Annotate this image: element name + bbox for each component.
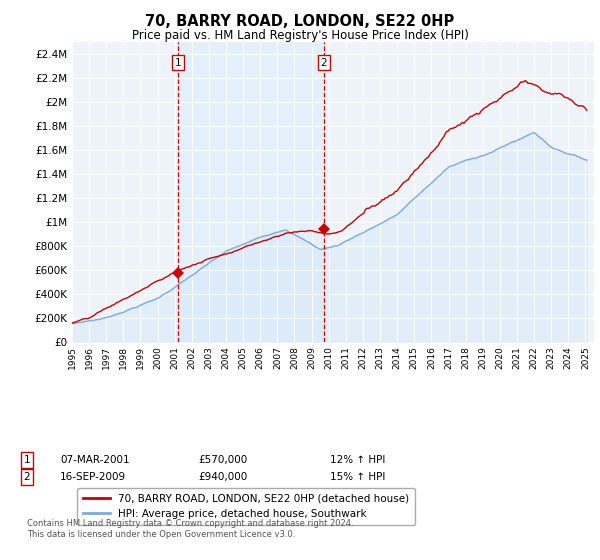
Text: 2: 2 [320, 58, 327, 68]
Text: Contains HM Land Registry data © Crown copyright and database right 2024.
This d: Contains HM Land Registry data © Crown c… [27, 520, 353, 539]
Text: Price paid vs. HM Land Registry's House Price Index (HPI): Price paid vs. HM Land Registry's House … [131, 29, 469, 42]
Text: 16-SEP-2009: 16-SEP-2009 [60, 472, 126, 482]
Text: 1: 1 [175, 58, 181, 68]
Text: 07-MAR-2001: 07-MAR-2001 [60, 455, 130, 465]
Bar [178, 42, 324, 342]
Text: £940,000: £940,000 [198, 472, 247, 482]
Legend: 70, BARRY ROAD, LONDON, SE22 0HP (detached house), HPI: Average price, detached : 70, BARRY ROAD, LONDON, SE22 0HP (detach… [77, 488, 415, 525]
Text: 1: 1 [23, 455, 31, 465]
Text: 2: 2 [23, 472, 31, 482]
Text: 15% ↑ HPI: 15% ↑ HPI [330, 472, 385, 482]
Text: 12% ↑ HPI: 12% ↑ HPI [330, 455, 385, 465]
Text: £570,000: £570,000 [198, 455, 247, 465]
Text: 70, BARRY ROAD, LONDON, SE22 0HP: 70, BARRY ROAD, LONDON, SE22 0HP [145, 14, 455, 29]
